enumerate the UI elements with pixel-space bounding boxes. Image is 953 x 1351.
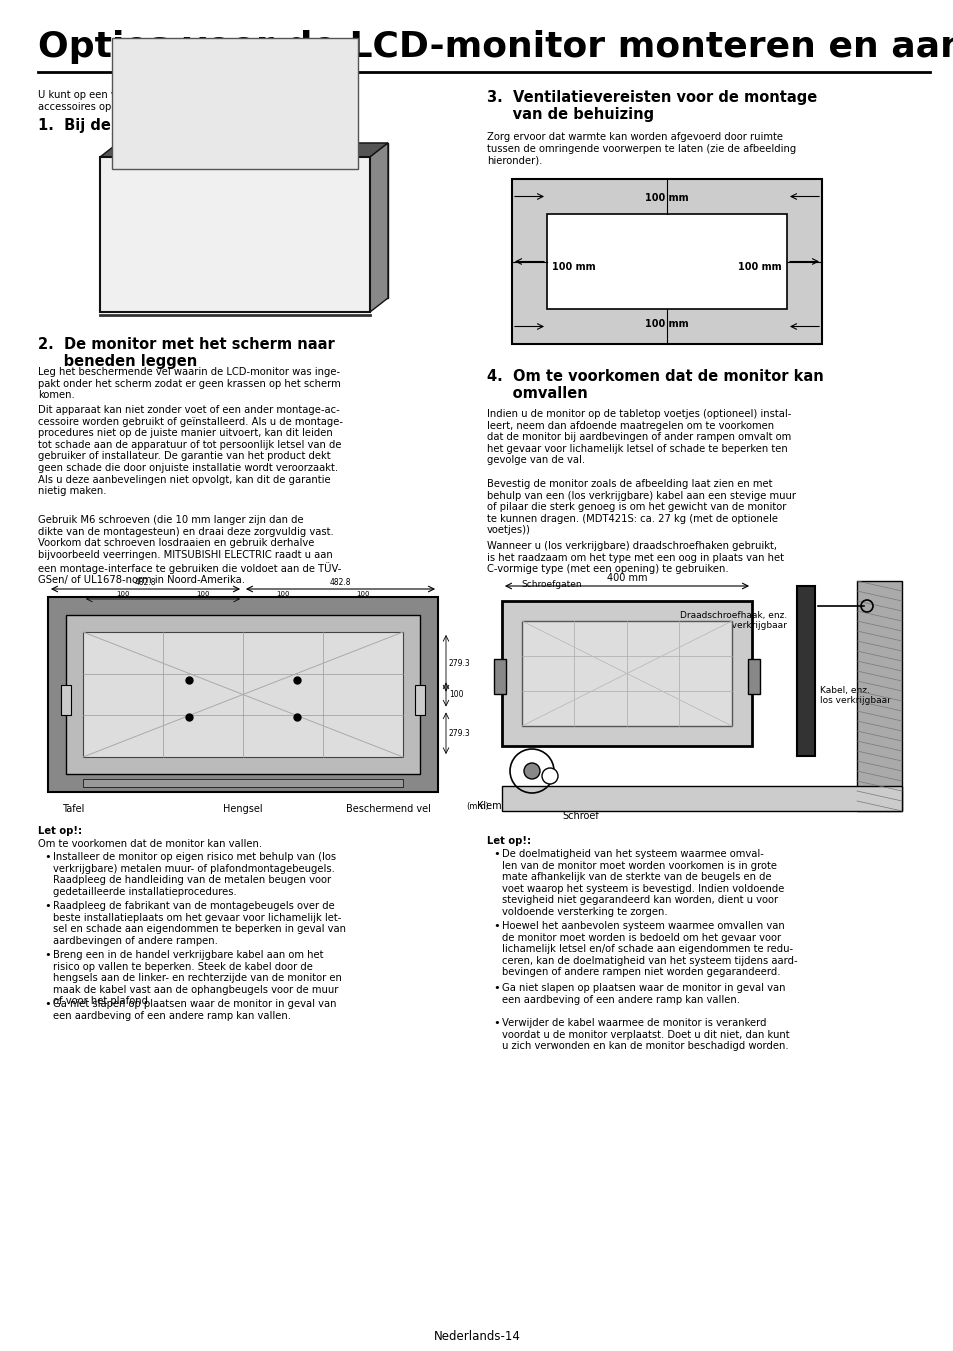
Bar bbox=[512, 178, 821, 345]
Text: 100 mm: 100 mm bbox=[738, 262, 781, 272]
Text: •: • bbox=[44, 901, 51, 911]
Bar bbox=[83, 780, 402, 788]
Polygon shape bbox=[100, 157, 370, 312]
Bar bbox=[796, 586, 814, 757]
Text: •: • bbox=[44, 852, 51, 862]
Text: Let op!:: Let op!: bbox=[38, 825, 82, 836]
Text: (mm): (mm) bbox=[465, 802, 488, 811]
Text: Installeer de monitor op eigen risico met behulp van (los
verkrijgbare) metalen : Installeer de monitor op eigen risico me… bbox=[53, 852, 335, 897]
Bar bbox=[112, 38, 357, 169]
Text: Ga niet slapen op plaatsen waar de monitor in geval van
een aardbeving of een an: Ga niet slapen op plaatsen waar de monit… bbox=[501, 984, 784, 1005]
Text: •: • bbox=[493, 921, 499, 931]
Text: Beschermend vel: Beschermend vel bbox=[345, 804, 430, 815]
Bar bbox=[48, 597, 437, 792]
Polygon shape bbox=[100, 143, 388, 157]
Bar bbox=[521, 621, 731, 725]
Text: 279.3: 279.3 bbox=[449, 659, 470, 667]
Text: Gebruik M6 schroeven (die 10 mm langer zijn dan de
dikte van de montagesteun) en: Gebruik M6 schroeven (die 10 mm langer z… bbox=[38, 515, 341, 585]
Text: •: • bbox=[493, 848, 499, 859]
Text: 100 mm: 100 mm bbox=[644, 193, 688, 203]
Bar bbox=[415, 685, 424, 715]
Text: Klem: Klem bbox=[476, 801, 501, 811]
Polygon shape bbox=[370, 143, 388, 312]
Text: Wanneer u (los verkrijgbare) draadschroefhaken gebruikt,
is het raadzaam om het : Wanneer u (los verkrijgbare) draadschroe… bbox=[486, 540, 783, 574]
Text: 100: 100 bbox=[116, 590, 130, 597]
Circle shape bbox=[523, 763, 539, 780]
Bar bbox=[83, 632, 402, 757]
Text: 100: 100 bbox=[276, 590, 290, 597]
Text: Indien u de monitor op de tabletop voetjes (optioneel) instal-
leert, neem dan a: Indien u de monitor op de tabletop voetj… bbox=[486, 409, 791, 465]
Text: Dit apparaat kan niet zonder voet of een ander montage-ac-
cessoire worden gebru: Dit apparaat kan niet zonder voet of een… bbox=[38, 405, 343, 496]
Text: •: • bbox=[493, 1019, 499, 1028]
Text: Tafel: Tafel bbox=[62, 804, 84, 815]
Text: 100: 100 bbox=[196, 590, 210, 597]
Text: Bevestig de monitor zoals de afbeelding laat zien en met
behulp van een (los ver: Bevestig de monitor zoals de afbeelding … bbox=[486, 480, 795, 535]
Text: Schroefgaten: Schroefgaten bbox=[521, 580, 581, 589]
Bar bbox=[494, 658, 505, 693]
Text: 3.  Ventilatievereisten voor de montage
     van de behuizing: 3. Ventilatievereisten voor de montage v… bbox=[486, 91, 817, 123]
Bar bbox=[546, 213, 786, 309]
Text: 400 mm: 400 mm bbox=[606, 573, 646, 584]
Text: 100: 100 bbox=[449, 690, 463, 698]
Text: Draadschroefhaak, enz.
los verkrijgbaar: Draadschroefhaak, enz. los verkrijgbaar bbox=[679, 611, 786, 631]
Text: Ga niet slapen op plaatsen waar de monitor in geval van
een aardbeving of een an: Ga niet slapen op plaatsen waar de monit… bbox=[53, 998, 336, 1020]
Bar bbox=[747, 658, 760, 693]
Bar bbox=[501, 786, 901, 811]
Text: 4.  Om te voorkomen dat de monitor kan
     omvallen: 4. Om te voorkomen dat de monitor kan om… bbox=[486, 369, 822, 401]
Text: Leg het beschermende vel waarin de LCD-monitor was inge-
pakt onder het scherm z: Leg het beschermende vel waarin de LCD-m… bbox=[38, 367, 340, 400]
Text: 482.8: 482.8 bbox=[134, 578, 156, 586]
Text: 279.3: 279.3 bbox=[449, 728, 470, 738]
Polygon shape bbox=[118, 143, 388, 299]
Text: Hoewel het aanbevolen systeem waarmee omvallen van
de monitor moet worden is bed: Hoewel het aanbevolen systeem waarmee om… bbox=[501, 921, 797, 977]
Text: Kabel, enz.
los verkrijgbaar: Kabel, enz. los verkrijgbaar bbox=[820, 686, 890, 705]
Bar bbox=[66, 615, 419, 774]
Text: Let op!:: Let op!: bbox=[486, 836, 531, 846]
Circle shape bbox=[541, 767, 558, 784]
Text: 1.  Bij de verticale positie: 1. Bij de verticale positie bbox=[38, 118, 250, 132]
Text: Breng een in de handel verkrijgbare kabel aan om het
risico op vallen te beperke: Breng een in de handel verkrijgbare kabe… bbox=[53, 950, 341, 1006]
Text: •: • bbox=[493, 984, 499, 993]
Text: 100 mm: 100 mm bbox=[552, 262, 595, 272]
Text: Nederlands-14: Nederlands-14 bbox=[433, 1329, 520, 1343]
Text: Hengsel: Hengsel bbox=[223, 804, 262, 815]
Text: Om te voorkomen dat de monitor kan vallen.: Om te voorkomen dat de monitor kan valle… bbox=[38, 839, 262, 848]
Text: 100: 100 bbox=[355, 590, 370, 597]
Text: Schroef: Schroef bbox=[561, 811, 598, 821]
Text: Zorg ervoor dat warmte kan worden afgevoerd door ruimte
tussen de omringende voo: Zorg ervoor dat warmte kan worden afgevo… bbox=[486, 132, 796, 165]
Text: •: • bbox=[44, 950, 51, 961]
Bar bbox=[856, 581, 901, 811]
Text: 2.  De monitor met het scherm naar
     beneden leggen: 2. De monitor met het scherm naar benede… bbox=[38, 336, 335, 369]
Text: •: • bbox=[44, 998, 51, 1009]
Bar bbox=[501, 601, 751, 746]
Text: Opties voor de LCD-monitor monteren en aansluiten: Opties voor de LCD-monitor monteren en a… bbox=[38, 30, 953, 63]
Text: 100 mm: 100 mm bbox=[644, 319, 688, 330]
Text: De doelmatigheid van het systeem waarmee omval-
len van de monitor moet worden v: De doelmatigheid van het systeem waarmee… bbox=[501, 848, 783, 917]
Bar bbox=[61, 685, 71, 715]
Text: Raadpleeg de fabrikant van de montagebeugels over de
beste installatieplaats om : Raadpleeg de fabrikant van de montagebeu… bbox=[53, 901, 346, 946]
Text: Verwijder de kabel waarmee de monitor is verankerd
voordat u de monitor verplaat: Verwijder de kabel waarmee de monitor is… bbox=[501, 1019, 789, 1051]
Text: U kunt op een van de volgende twee manieren monteerbare
accessoires op de LCD-mo: U kunt op een van de volgende twee manie… bbox=[38, 91, 339, 112]
Text: 482.8: 482.8 bbox=[330, 578, 351, 586]
